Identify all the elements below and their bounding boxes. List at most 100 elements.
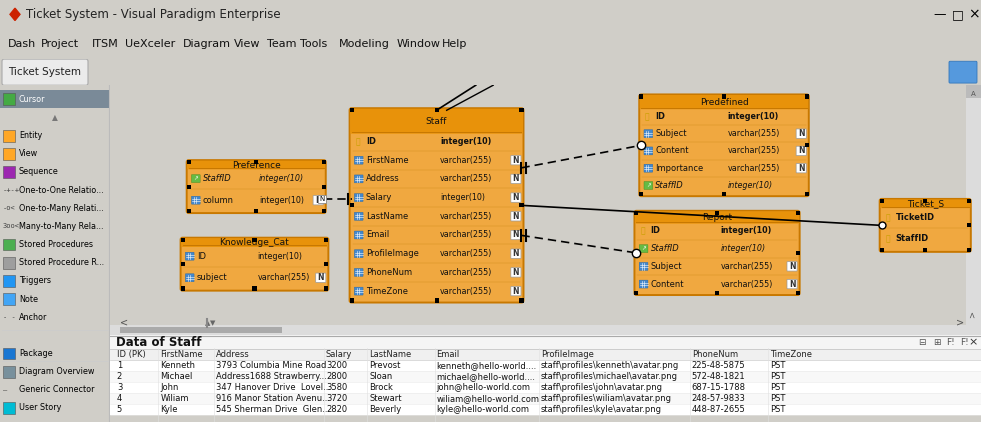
FancyBboxPatch shape	[511, 249, 521, 258]
Text: ProfileImage: ProfileImage	[542, 350, 594, 360]
Text: varchar(255): varchar(255)	[727, 164, 780, 173]
Text: integer(10): integer(10)	[720, 227, 772, 235]
Bar	[254, 160, 258, 164]
Bar	[181, 287, 184, 291]
Text: View: View	[234, 39, 261, 49]
Bar	[186, 184, 190, 189]
Bar	[352, 124, 521, 132]
FancyBboxPatch shape	[354, 231, 363, 239]
FancyBboxPatch shape	[640, 95, 808, 109]
Text: N: N	[798, 129, 804, 138]
Text: Email: Email	[366, 230, 389, 240]
Text: ↗: ↗	[642, 246, 645, 251]
Text: 1: 1	[117, 361, 122, 371]
Text: N: N	[513, 212, 519, 221]
Text: Brock: Brock	[370, 383, 393, 392]
Bar	[966, 85, 981, 98]
Bar	[252, 238, 256, 242]
FancyBboxPatch shape	[4, 402, 16, 414]
Text: Subject: Subject	[655, 129, 687, 138]
Bar	[349, 298, 353, 303]
Text: Report: Report	[702, 213, 732, 222]
Text: N: N	[513, 174, 519, 184]
Bar	[967, 199, 971, 203]
Text: One-to-Many Relati...: One-to-Many Relati...	[19, 204, 104, 213]
Text: ▼: ▼	[211, 320, 216, 326]
Text: Wiliam: Wiliam	[161, 394, 189, 403]
FancyBboxPatch shape	[4, 130, 16, 141]
FancyBboxPatch shape	[644, 181, 652, 189]
Text: ITSM: ITSM	[92, 39, 119, 49]
FancyBboxPatch shape	[4, 348, 16, 360]
Text: N: N	[513, 249, 519, 258]
Text: <: <	[120, 318, 129, 328]
Text: 3: 3	[117, 383, 123, 392]
Text: staff\profiles\kenneth\avatar.png: staff\profiles\kenneth\avatar.png	[542, 361, 679, 371]
Text: ↗: ↗	[193, 176, 198, 181]
Bar	[715, 291, 719, 295]
FancyBboxPatch shape	[4, 166, 16, 178]
Text: ⚿: ⚿	[886, 235, 890, 243]
Text: Beverly: Beverly	[370, 405, 401, 414]
FancyBboxPatch shape	[181, 238, 329, 291]
Text: Package: Package	[19, 349, 53, 358]
FancyBboxPatch shape	[644, 130, 652, 138]
Text: Address: Address	[366, 174, 399, 184]
FancyBboxPatch shape	[880, 200, 970, 208]
Text: N: N	[315, 196, 322, 205]
FancyBboxPatch shape	[787, 279, 798, 289]
Text: LastName: LastName	[370, 350, 412, 360]
Bar	[435, 108, 439, 112]
Text: staff\profiles\michael\avatar.png: staff\profiles\michael\avatar.png	[542, 372, 678, 381]
Text: Window: Window	[396, 39, 440, 49]
Text: -o<: -o<	[3, 205, 16, 211]
Text: UeXceler: UeXceler	[125, 39, 176, 49]
Text: N: N	[789, 262, 796, 271]
FancyBboxPatch shape	[511, 230, 521, 240]
Text: F!: F!	[947, 338, 955, 347]
Bar	[183, 243, 326, 245]
Text: varchar(255): varchar(255)	[439, 287, 492, 295]
Bar	[635, 251, 639, 255]
Bar	[640, 143, 644, 147]
Bar	[322, 209, 326, 213]
FancyBboxPatch shape	[354, 212, 363, 220]
Text: 545 Sherman Drive  Glen...: 545 Sherman Drive Glen...	[216, 405, 331, 414]
Text: A: A	[970, 91, 975, 97]
Text: kenneth@hello-world....: kenneth@hello-world....	[437, 361, 537, 371]
Text: Modeling: Modeling	[338, 39, 389, 49]
FancyBboxPatch shape	[511, 268, 521, 277]
Text: 3oo<: 3oo<	[3, 223, 20, 230]
FancyBboxPatch shape	[354, 194, 363, 202]
Text: Preference: Preference	[232, 160, 281, 170]
Text: FirstName: FirstName	[366, 156, 408, 165]
Text: ID: ID	[197, 252, 206, 261]
FancyBboxPatch shape	[511, 211, 521, 221]
Bar	[880, 248, 884, 252]
Bar	[880, 223, 884, 227]
Text: 687-15-1788: 687-15-1788	[692, 383, 746, 392]
Text: 248-57-9833: 248-57-9833	[692, 394, 746, 403]
Bar	[796, 211, 800, 215]
Text: StaffID: StaffID	[203, 174, 232, 183]
Bar	[254, 209, 258, 213]
Text: Kenneth: Kenneth	[161, 361, 195, 371]
Text: 347 Hanover Drive  Lovel...: 347 Hanover Drive Lovel...	[216, 383, 332, 392]
FancyBboxPatch shape	[4, 275, 16, 287]
Text: Salary: Salary	[366, 193, 392, 202]
Text: Content: Content	[650, 280, 684, 289]
Text: Tools: Tools	[299, 39, 327, 49]
Text: Note: Note	[19, 295, 38, 303]
Text: N: N	[798, 146, 804, 155]
Bar	[804, 143, 808, 147]
Text: ⚿: ⚿	[645, 112, 649, 121]
Text: PhoneNum: PhoneNum	[692, 350, 738, 360]
Text: kyle@hello-world.com: kyle@hello-world.com	[437, 405, 530, 414]
Text: integer(10): integer(10)	[259, 174, 304, 183]
FancyBboxPatch shape	[4, 148, 16, 160]
Bar	[252, 287, 256, 291]
Bar	[181, 262, 184, 266]
Text: N: N	[513, 193, 519, 202]
FancyBboxPatch shape	[949, 61, 977, 83]
Text: Knowledge_Cat: Knowledge_Cat	[220, 238, 289, 247]
